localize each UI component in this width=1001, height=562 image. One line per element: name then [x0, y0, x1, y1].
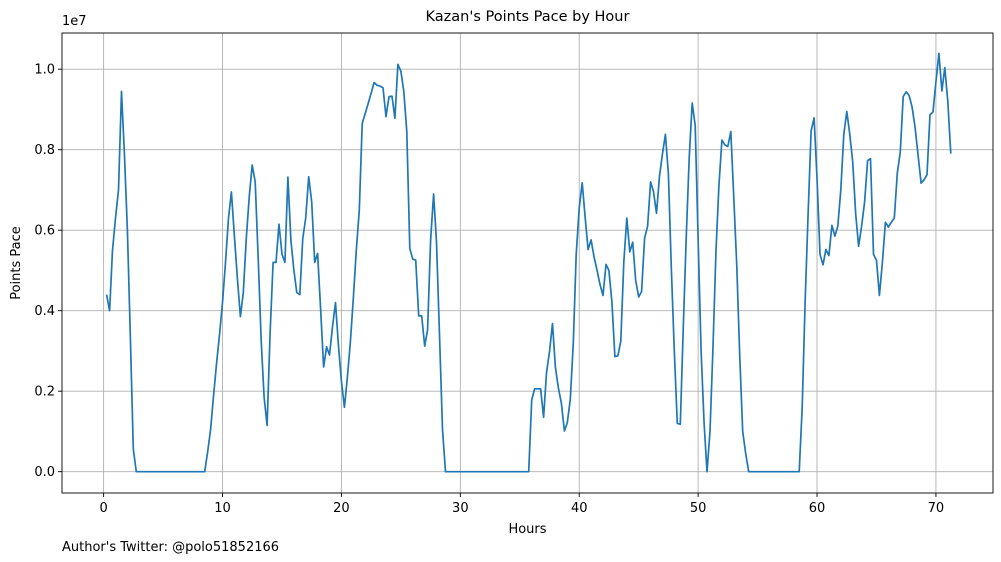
footer-author-credit: Author's Twitter: @polo51852166	[62, 540, 279, 555]
chart-title: Kazan's Points Pace by Hour	[426, 9, 630, 25]
y-tick-label: 0.6	[34, 224, 55, 239]
y-axis-label: Points Pace	[9, 226, 24, 300]
points-pace-line	[105, 52, 952, 473]
x-tick-label: 30	[452, 501, 469, 516]
x-axis-label: Hours	[508, 522, 546, 537]
x-tick-label: 50	[690, 501, 707, 516]
y-axis-offset-label: 1e7	[62, 14, 87, 29]
y-tick-label: 0.4	[34, 304, 55, 319]
y-axis-ticks: 0.0 0.2 0.4 0.6 0.8 1.0	[34, 63, 62, 480]
x-tick-label: 60	[809, 501, 826, 516]
y-tick-label: 1.0	[34, 63, 55, 78]
y-tick-label: 0.0	[34, 465, 55, 480]
x-tick-label: 20	[333, 501, 350, 516]
y-tick-label: 0.2	[34, 385, 55, 400]
plot-frame	[61, 32, 994, 494]
x-tick-label: 0	[99, 501, 107, 516]
x-tick-label: 10	[214, 501, 231, 516]
x-axis-ticks: 0 10 20 30 40 50 60 70	[99, 493, 944, 516]
y-tick-label: 0.8	[34, 143, 55, 158]
x-tick-label: 40	[571, 501, 588, 516]
x-tick-label: 70	[928, 501, 945, 516]
